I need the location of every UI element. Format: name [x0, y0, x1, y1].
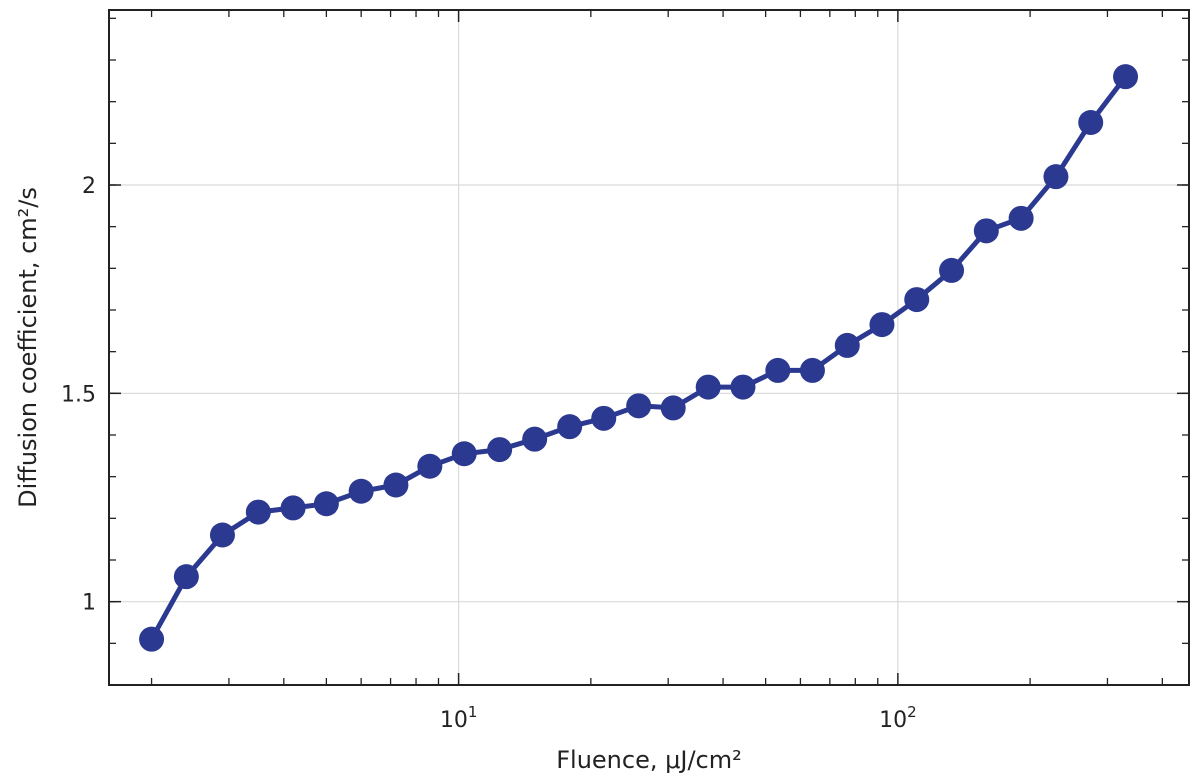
data-point	[313, 491, 339, 517]
data-point	[834, 332, 860, 358]
data-point	[1113, 64, 1139, 90]
y-tick-label: 2	[82, 174, 96, 199]
data-point	[348, 478, 374, 504]
tick-labels: 101 102 1 1.5 2	[61, 174, 917, 733]
axis-ticks	[109, 10, 1189, 685]
data-point	[1043, 164, 1069, 190]
data-point	[626, 393, 652, 419]
data-point	[591, 405, 617, 431]
data-point	[173, 564, 199, 590]
data-point	[487, 437, 513, 463]
plot-frame	[108, 9, 1190, 686]
data-point	[451, 441, 477, 467]
y-axis-label: Diffusion coefficient, cm²/s	[14, 187, 42, 508]
data-point	[383, 472, 409, 498]
data-point	[730, 374, 756, 400]
data-point	[139, 626, 165, 652]
data-point	[695, 374, 721, 400]
data-point	[660, 395, 686, 421]
data-series	[139, 64, 1139, 652]
data-point	[417, 453, 443, 479]
x-axis-label: Fluence, μJ/cm²	[556, 746, 742, 774]
data-point	[799, 357, 825, 383]
data-point	[280, 495, 306, 521]
data-point	[869, 312, 895, 338]
x-tick-label: 101	[440, 703, 478, 733]
data-point	[904, 287, 930, 313]
data-point	[939, 257, 965, 283]
grid-lines	[109, 10, 1189, 685]
data-point	[1078, 110, 1104, 135]
data-point	[245, 499, 271, 525]
y-tick-label: 1.5	[61, 382, 96, 407]
data-point	[973, 218, 999, 244]
data-point	[1008, 205, 1034, 231]
x-tick-label: 102	[879, 703, 917, 733]
data-point	[557, 414, 583, 440]
data-point	[765, 357, 791, 383]
data-point	[522, 426, 548, 452]
data-point	[209, 522, 235, 548]
series-line	[149, 75, 1128, 641]
y-tick-label: 1	[82, 591, 96, 616]
